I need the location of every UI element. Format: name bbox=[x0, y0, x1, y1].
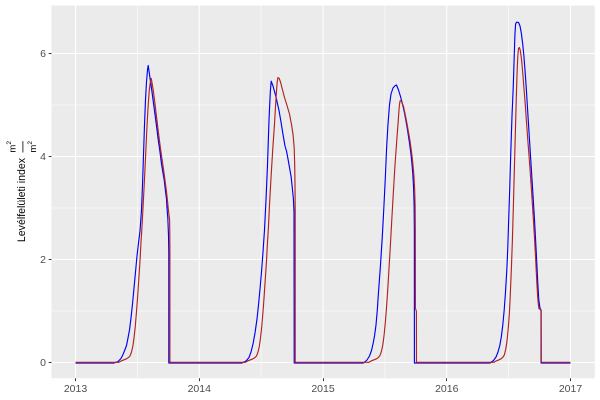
svg-text:Levélfelületi index: Levélfelületi index bbox=[16, 157, 28, 242]
svg-text:2015: 2015 bbox=[311, 383, 335, 395]
svg-text:4: 4 bbox=[40, 151, 46, 163]
svg-text:0: 0 bbox=[40, 357, 46, 369]
svg-text:2: 2 bbox=[40, 254, 46, 266]
svg-text:2017: 2017 bbox=[559, 383, 583, 395]
svg-text:6: 6 bbox=[40, 48, 46, 60]
svg-text:2016: 2016 bbox=[435, 383, 459, 395]
svg-text:2014: 2014 bbox=[188, 383, 212, 395]
svg-text:2013: 2013 bbox=[64, 383, 88, 395]
svg-text:m2: m2 bbox=[27, 141, 39, 153]
svg-text:m2: m2 bbox=[6, 141, 18, 153]
